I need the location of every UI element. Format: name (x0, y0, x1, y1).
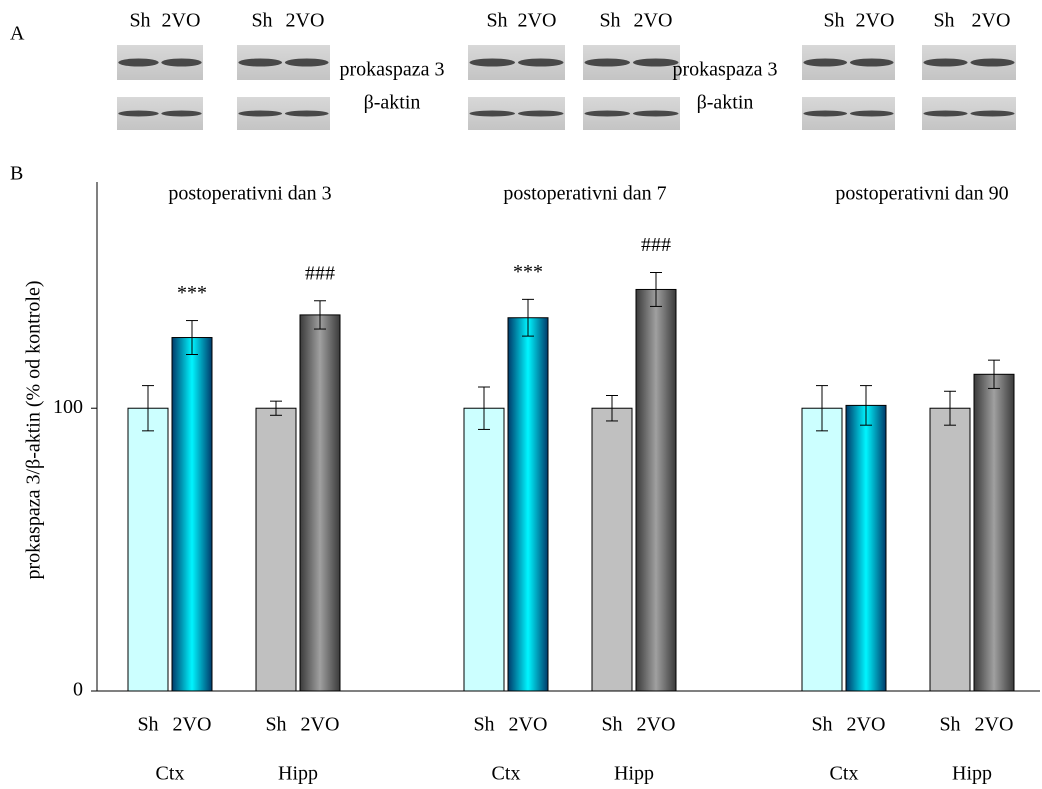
blot-band (238, 110, 283, 117)
error-bar (988, 359, 1000, 389)
y-tick-label: 100 (53, 396, 83, 418)
group-title: postoperativni dan 90 (835, 183, 1008, 205)
bar-label: Sh (811, 714, 832, 736)
blot-band (803, 58, 848, 67)
bar (929, 407, 971, 692)
error-bar (142, 385, 154, 432)
tissue-label: Ctx (156, 763, 185, 785)
bar (255, 407, 297, 692)
band-label: β-aktin (364, 92, 421, 114)
blot-band (238, 58, 283, 67)
group-title: postoperativni dan 3 (168, 183, 331, 205)
lane-label: Sh (933, 10, 954, 32)
blot-band (632, 110, 679, 117)
blot-band (849, 58, 894, 67)
tissue-label: Hipp (614, 763, 654, 785)
error-bar (522, 298, 534, 337)
bar (299, 314, 341, 692)
significance-label: *** (177, 282, 207, 304)
bar-label: Sh (473, 714, 494, 736)
lane-label: 2VO (518, 10, 557, 32)
blot-band (584, 58, 631, 67)
blot-band (284, 110, 329, 117)
bar-label: 2VO (975, 714, 1014, 736)
lane-label: Sh (486, 10, 507, 32)
blot-band (517, 58, 564, 67)
lane-label: 2VO (162, 10, 201, 32)
bar-label: Sh (601, 714, 622, 736)
blot-band (584, 110, 631, 117)
blot-band (970, 110, 1015, 117)
significance-label: ### (305, 262, 335, 284)
error-bar (650, 271, 662, 307)
tissue-label: Hipp (278, 763, 318, 785)
blot-band (469, 110, 516, 117)
blot-band (161, 58, 202, 67)
tissue-label: Hipp (952, 763, 992, 785)
significance-label: *** (513, 261, 543, 283)
lane-label: 2VO (286, 10, 325, 32)
bar (801, 407, 843, 692)
band-label: prokaspaza 3 (673, 59, 778, 81)
blot-band (469, 58, 516, 67)
blot-band (923, 58, 968, 67)
bar-label: Sh (137, 714, 158, 736)
lane-label: Sh (129, 10, 150, 32)
blot-band (923, 110, 968, 117)
lane-label: 2VO (972, 10, 1011, 32)
lane-label: Sh (251, 10, 272, 32)
blot-band (284, 58, 329, 67)
lane-label: 2VO (856, 10, 895, 32)
significance-label: ### (641, 234, 671, 256)
blot-band (161, 110, 202, 117)
bar (171, 337, 213, 692)
blot-band (517, 110, 564, 117)
bar-label: Sh (939, 714, 960, 736)
tissue-label: Ctx (492, 763, 521, 785)
error-bar (270, 400, 282, 416)
tissue-label: Ctx (830, 763, 859, 785)
group-title: postoperativni dan 7 (503, 183, 666, 205)
blot-band (632, 58, 679, 67)
error-bar (944, 390, 956, 426)
blot-band (849, 110, 894, 117)
panel-label: A (10, 23, 25, 45)
blot-band (803, 110, 848, 117)
error-bar (816, 385, 828, 432)
bar (635, 288, 677, 692)
error-bar (186, 320, 198, 355)
bar-label: 2VO (173, 714, 212, 736)
bar-label: 2VO (509, 714, 548, 736)
bar (507, 317, 549, 692)
error-bar (314, 300, 326, 330)
bar (845, 404, 887, 692)
bar-label: 2VO (301, 714, 340, 736)
bar (591, 407, 633, 692)
bar-label: Sh (265, 714, 286, 736)
lane-label: 2VO (634, 10, 673, 32)
bar (463, 407, 505, 692)
bar (127, 407, 169, 692)
panel-label: B (10, 163, 23, 185)
error-bar (606, 394, 618, 422)
error-bar (478, 386, 490, 430)
lane-label: Sh (599, 10, 620, 32)
blot-band (118, 58, 159, 67)
lane-label: Sh (823, 10, 844, 32)
band-label: prokaspaza 3 (340, 59, 445, 81)
y-tick-label: 0 (73, 679, 83, 701)
bar-label: 2VO (847, 714, 886, 736)
blot-band (970, 58, 1015, 67)
bar-label: 2VO (637, 714, 676, 736)
bar (973, 373, 1015, 692)
error-bar (860, 385, 872, 426)
y-axis-label: prokaspaza 3/β-aktin (% od kontrole) (23, 281, 45, 580)
band-label: β-aktin (697, 92, 754, 114)
blot-band (118, 110, 159, 117)
